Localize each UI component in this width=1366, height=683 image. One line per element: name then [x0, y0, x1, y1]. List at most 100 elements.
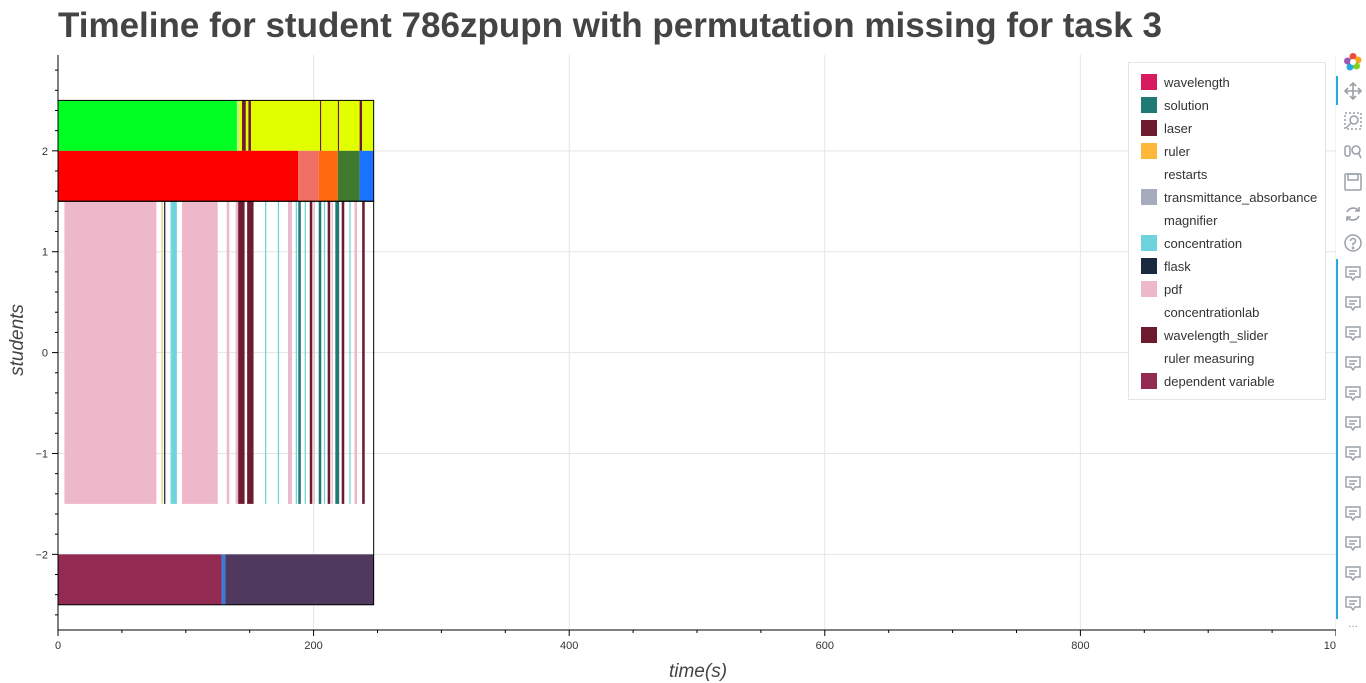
timeline-segment — [318, 201, 322, 504]
legend-label: pdf — [1164, 281, 1183, 297]
legend-swatch — [1141, 235, 1157, 251]
timeline-segment — [248, 100, 251, 151]
hover-icon[interactable] — [1342, 413, 1364, 435]
y-tick-label: −1 — [35, 448, 48, 460]
active-tool-indicator — [1336, 76, 1338, 105]
timeline-segment — [341, 201, 345, 504]
timeline-segment — [171, 201, 177, 504]
timeline-segment — [58, 554, 222, 605]
legend-item[interactable]: transmittance_absorbance — [1141, 188, 1317, 206]
timeline-segment — [354, 201, 358, 504]
legend-item[interactable]: concentrationlab — [1141, 303, 1259, 321]
timeline-segment — [349, 201, 351, 504]
wheel-zoom-icon[interactable] — [1342, 141, 1364, 163]
timeline-segment — [298, 150, 319, 202]
timeline-segment — [238, 201, 245, 504]
timeline-segment — [277, 201, 280, 504]
legend-label: concentration — [1164, 235, 1243, 251]
timeline-segment — [319, 100, 322, 151]
timeline-segment — [235, 201, 239, 504]
legend-label: flask — [1164, 258, 1191, 274]
legend-item[interactable]: laser — [1141, 119, 1192, 137]
timeline-segment — [337, 150, 360, 202]
more-tools-button[interactable]: ... — [1347, 616, 1358, 630]
legend-item[interactable]: restarts — [1141, 165, 1207, 183]
timeline-segment — [58, 150, 299, 202]
timeline-segment — [339, 100, 360, 151]
legend-item[interactable]: ruler measuring — [1141, 349, 1254, 367]
timeline-segment — [239, 100, 243, 151]
legend-item[interactable]: flask — [1141, 257, 1191, 275]
hover-icon[interactable] — [1342, 443, 1364, 465]
save-icon[interactable] — [1342, 171, 1364, 193]
legend-label: wavelength — [1164, 74, 1230, 90]
timeline-segment — [64, 201, 157, 504]
legend-swatch — [1141, 373, 1157, 389]
timeline-segment — [288, 201, 292, 504]
timeline-segment — [321, 100, 338, 151]
timeline-bars — [58, 100, 374, 605]
legend-item[interactable]: ruler — [1141, 142, 1190, 160]
help-icon[interactable] — [1342, 232, 1364, 254]
timeline-segment — [221, 554, 226, 605]
timeline-segment — [304, 201, 306, 504]
hover-icon[interactable] — [1342, 323, 1364, 345]
hover-icon[interactable] — [1342, 473, 1364, 495]
x-axis-label: time(s) — [669, 661, 727, 682]
x-tick-label: 400 — [560, 640, 578, 652]
timeline-segment — [337, 100, 340, 151]
x-tick-label: 600 — [816, 640, 834, 652]
axes: 0 200 400 600 800 1000 2 1 0 −1 −2 — [35, 55, 1336, 652]
legend-label: dependent variable — [1164, 373, 1275, 389]
active-tool-indicator — [1336, 259, 1338, 619]
legend-item[interactable]: magnifier — [1141, 211, 1217, 229]
timeline-segment — [242, 100, 246, 151]
timeline-segment — [323, 201, 326, 504]
legend-item[interactable]: wavelength_slider — [1141, 326, 1268, 344]
legend-swatch — [1141, 258, 1157, 274]
hover-icon[interactable] — [1342, 383, 1364, 405]
timeline-segment — [247, 201, 254, 504]
legend-label: transmittance_absorbance — [1164, 189, 1318, 205]
y-tick-label: 0 — [42, 348, 48, 360]
legend-label: wavelength_slider — [1164, 327, 1269, 343]
legend-swatch — [1141, 350, 1157, 366]
timeline-segment — [265, 201, 267, 504]
timeline-segment — [331, 201, 333, 504]
plot-toolbar: ... — [1336, 44, 1366, 683]
timeline-segment — [245, 100, 249, 151]
legend-swatch — [1141, 143, 1157, 159]
timeline-segment — [170, 201, 172, 504]
legend-swatch — [1141, 281, 1157, 297]
x-tick-label: 0 — [55, 640, 61, 652]
hover-icon[interactable] — [1342, 503, 1364, 525]
timeline-segment — [298, 201, 301, 504]
hover-icon[interactable] — [1342, 593, 1364, 615]
legend-item[interactable]: pdf — [1141, 280, 1182, 298]
box-zoom-icon[interactable] — [1342, 110, 1364, 132]
legend-swatch — [1141, 74, 1157, 90]
timeline-segment — [161, 201, 163, 504]
chart-legend: wavelength solution laser ruler restarts tran… — [1128, 62, 1326, 400]
hover-icon[interactable] — [1342, 353, 1364, 375]
legend-swatch — [1141, 97, 1157, 113]
hover-icon[interactable] — [1342, 563, 1364, 585]
legend-item[interactable]: wavelength — [1141, 73, 1230, 91]
legend-label: ruler — [1164, 143, 1191, 159]
legend-item[interactable]: solution — [1141, 96, 1209, 114]
timeline-segment — [226, 201, 230, 504]
hover-icon[interactable] — [1342, 533, 1364, 555]
legend-label: concentrationlab — [1164, 304, 1260, 320]
x-tick-label: 800 — [1071, 640, 1089, 652]
pan-icon[interactable] — [1342, 80, 1364, 102]
legend-item[interactable]: dependent variable — [1141, 372, 1275, 390]
hover-icon[interactable] — [1342, 293, 1364, 315]
legend-item[interactable]: concentration — [1141, 234, 1242, 252]
timeline-segment — [359, 150, 374, 202]
legend-label: magnifier — [1164, 212, 1218, 228]
bokeh-logo-icon — [1342, 51, 1364, 73]
hover-icon[interactable] — [1342, 263, 1364, 285]
reset-icon[interactable] — [1342, 203, 1364, 225]
timeline-segment — [359, 100, 363, 151]
timeline-segment — [327, 201, 331, 504]
